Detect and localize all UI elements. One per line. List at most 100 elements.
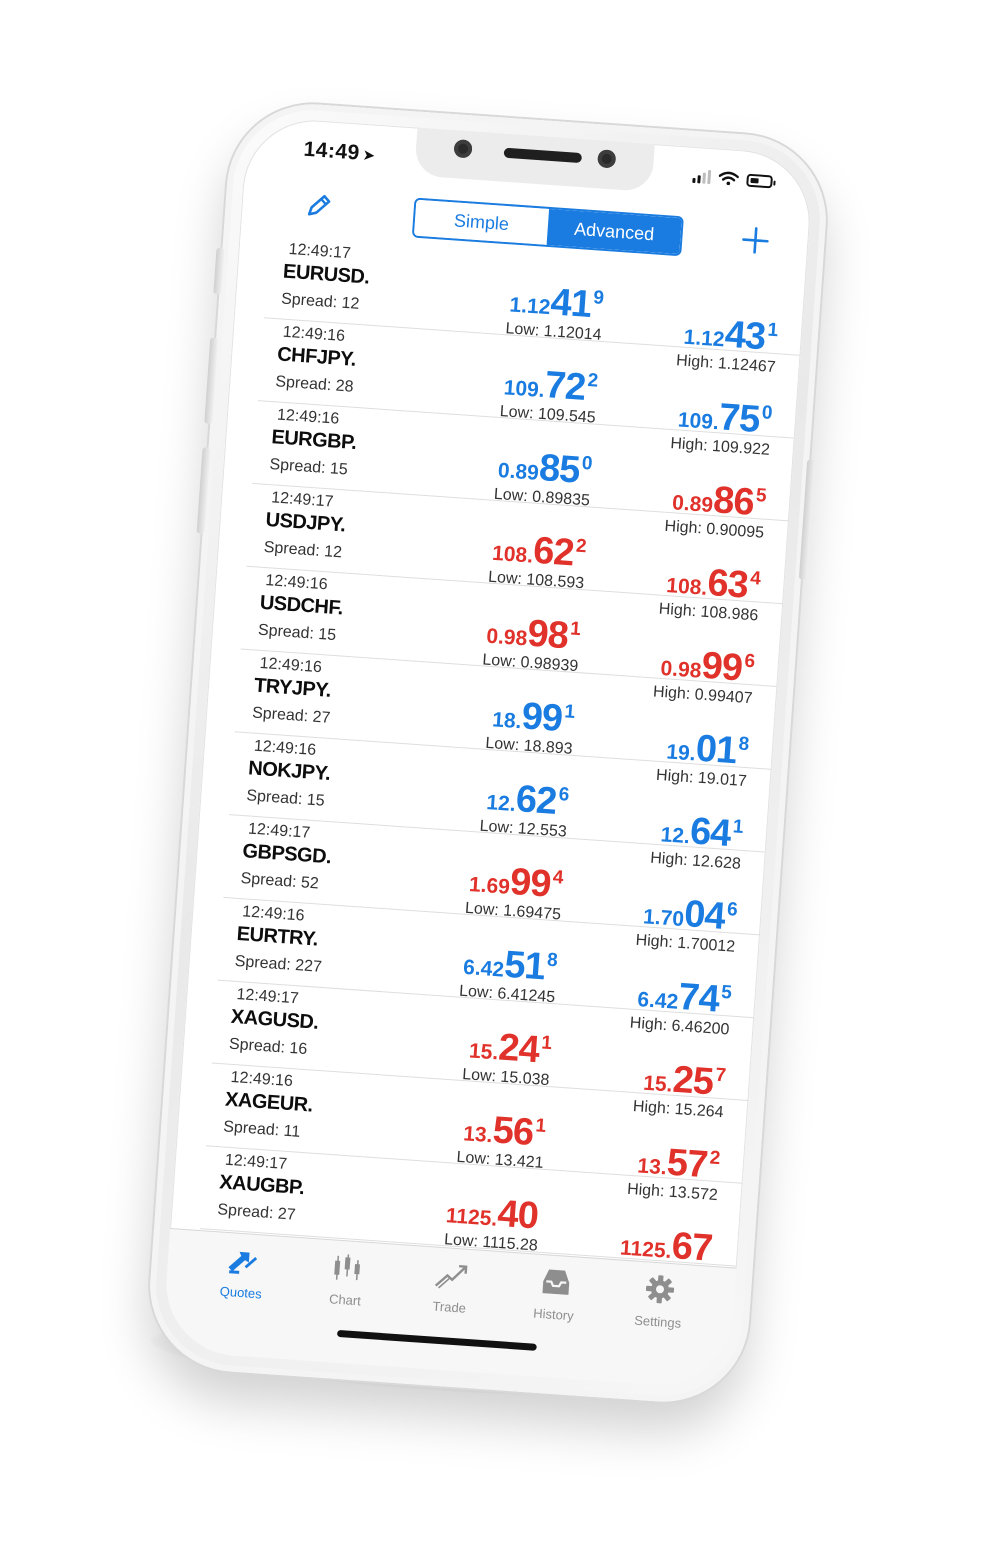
quote-time: 12:49:16	[241, 903, 306, 925]
quote-symbol: EURGBP.	[270, 426, 358, 455]
ask-price-fraction: 5	[720, 981, 733, 1004]
tab-history[interactable]: History	[508, 1263, 602, 1325]
ask-price-fraction: 2	[708, 1147, 721, 1170]
ask-price-fraction	[714, 1231, 715, 1252]
bid-quote[interactable]: 6.42518 Low: 6.41245	[459, 943, 559, 1008]
quote-spread: Spread: 227	[234, 952, 323, 976]
bid-price-fraction: 2	[575, 535, 588, 558]
bid-price-prefix: 18.	[491, 708, 523, 734]
bid-quote[interactable]: 108.622 Low: 108.593	[488, 529, 588, 594]
quote-spread: Spread: 15	[257, 621, 337, 645]
bid-price-pips: 85	[537, 446, 581, 492]
quote-time: 12:49:16	[282, 323, 346, 345]
tab-trade[interactable]: Trade	[404, 1256, 498, 1318]
bid-price-prefix: 0.98	[485, 624, 528, 651]
bid-price: 1.69994	[466, 860, 565, 906]
quote-spread: Spread: 11	[222, 1118, 301, 1141]
tab-items: Quotes Chart Trade History Settings	[195, 1241, 706, 1332]
quote-time: 12:49:17	[270, 489, 334, 511]
quotes-list[interactable]: 12:49:17 EURUSD. Spread: 12 1.12419 Low:…	[170, 233, 807, 1271]
quote-time: 12:49:16	[276, 406, 340, 428]
bid-price-pips: 72	[543, 364, 587, 409]
quote-time: 12:49:17	[235, 986, 300, 1008]
gear-icon	[641, 1272, 679, 1309]
bid-price-fraction: 1	[540, 1032, 553, 1055]
bid-price-prefix: 1.69	[468, 873, 511, 899]
ask-price-prefix: 19.	[665, 740, 697, 766]
bid-quote[interactable]: 0.89850 Low: 0.89835	[493, 446, 593, 511]
segment-advanced[interactable]: Advanced	[546, 208, 682, 255]
trade-trend-icon	[432, 1258, 470, 1295]
bid-price-pips: 98	[526, 612, 570, 658]
bid-quote[interactable]: 1125.40 Low: 1115.28	[444, 1191, 542, 1255]
quote-symbol: CHFJPY.	[276, 343, 357, 371]
quote-time: 12:49:16	[253, 737, 317, 759]
tab-quotes[interactable]: Quotes	[195, 1241, 289, 1303]
quote-spread: Spread: 15	[245, 787, 326, 810]
quote-symbol: EURUSD.	[282, 260, 371, 289]
bid-price-pips: 40	[496, 1192, 540, 1238]
bid-price-pips: 56	[491, 1109, 535, 1155]
bid-price: 15.241	[463, 1026, 553, 1072]
quote-symbol: USDJPY.	[264, 508, 347, 537]
ask-price-fraction: 1	[766, 319, 779, 342]
bid-price: 18.991	[486, 695, 576, 740]
earpiece-speaker	[503, 147, 583, 164]
bid-quote[interactable]: 0.98981 Low: 0.98939	[482, 612, 582, 677]
bid-quote[interactable]: 13.561 Low: 13.421	[456, 1109, 547, 1173]
bid-price: 6.42518	[460, 943, 558, 989]
quote-spread: Spread: 28	[274, 373, 355, 396]
tab-label: Chart	[328, 1291, 362, 1309]
quote-spread: Spread: 52	[240, 870, 320, 893]
ask-price-fraction: 7	[714, 1064, 727, 1087]
bid-price-pips: 62	[531, 529, 576, 575]
bid-price: 0.89850	[495, 446, 593, 492]
tab-label: Settings	[633, 1312, 682, 1331]
plus-icon[interactable]	[739, 224, 771, 256]
tab-chart[interactable]: Chart	[300, 1248, 394, 1310]
bid-quote[interactable]: 1.69994 Low: 1.69475	[464, 860, 564, 925]
status-time-text: 14:49	[302, 137, 361, 165]
bid-quote[interactable]: 15.241 Low: 15.038	[462, 1026, 553, 1090]
quote-time: 12:49:17	[288, 240, 352, 263]
ask-price-fraction: 0	[761, 402, 774, 424]
quote-spread: Spread: 15	[268, 456, 349, 479]
home-indicator[interactable]	[336, 1329, 537, 1351]
bid-price: 108.622	[489, 529, 588, 575]
phone-device: 14:49➤	[144, 98, 832, 1408]
cellular-signal-icon	[692, 169, 712, 185]
ask-price-prefix: 15.	[642, 1071, 674, 1097]
bid-quote[interactable]: 18.991 Low: 18.893	[485, 695, 576, 759]
ask-price-fraction: 4	[749, 567, 762, 590]
bid-price-fraction: 9	[592, 287, 605, 309]
quote-symbol: GBPSGD.	[241, 840, 332, 869]
tab-label: History	[532, 1305, 575, 1324]
tab-settings[interactable]: Settings	[612, 1270, 706, 1332]
bid-price: 13.561	[457, 1109, 547, 1155]
quote-symbol: NOKJPY.	[247, 757, 332, 786]
status-icons	[692, 169, 773, 189]
status-time: 14:49➤	[303, 138, 377, 167]
bid-price-fraction: 1	[563, 701, 576, 723]
tab-label: Trade	[432, 1298, 467, 1316]
ask-price-prefix: 13.	[636, 1154, 668, 1180]
bid-price: 1125.40	[445, 1191, 541, 1238]
quote-time: 12:49:17	[247, 820, 311, 842]
ask-price-fraction: 5	[755, 485, 768, 507]
bid-price-prefix: 15.	[468, 1039, 500, 1065]
bid-price-pips: 51	[502, 943, 547, 989]
bid-price-fraction: 1	[534, 1115, 547, 1137]
pencil-icon[interactable]	[303, 190, 335, 222]
bottom-tab-bar: Quotes Chart Trade History Settings	[161, 1227, 737, 1391]
bid-quote[interactable]: 12.626 Low: 12.553	[479, 778, 570, 842]
bid-price-fraction: 4	[552, 866, 565, 889]
quote-time: 12:49:16	[264, 572, 329, 594]
segment-simple[interactable]: Simple	[413, 199, 550, 245]
phone-screen: 14:49➤	[161, 115, 815, 1391]
bid-price-fraction: 1	[569, 618, 582, 641]
bid-quote[interactable]: 109.722 Low: 109.545	[499, 363, 599, 428]
quote-symbol: EURTRY.	[236, 922, 319, 951]
bid-quote[interactable]: 1.12419 Low: 1.12014	[505, 280, 605, 345]
bid-price-pips: 24	[497, 1026, 541, 1072]
